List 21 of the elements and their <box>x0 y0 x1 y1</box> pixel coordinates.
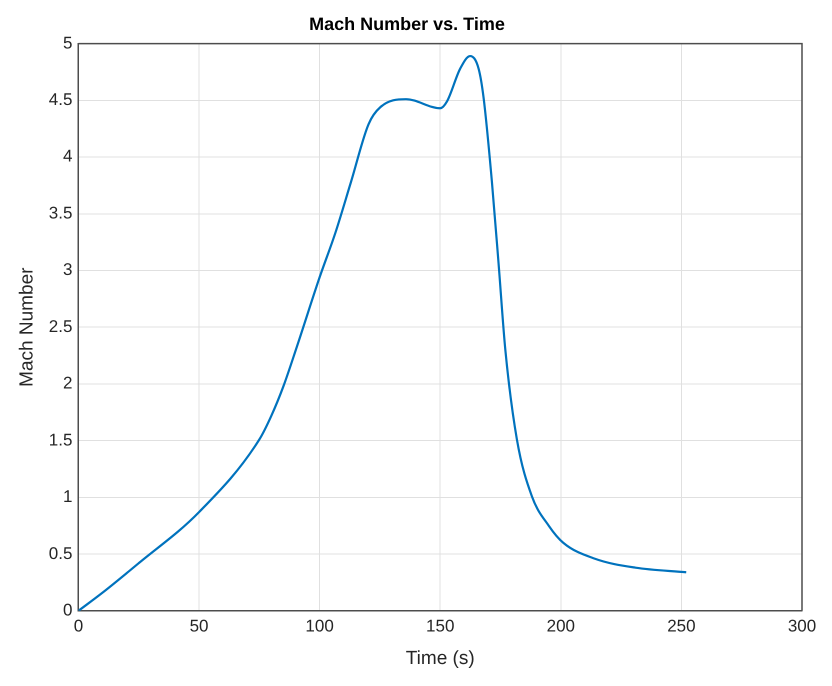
y-tick-label: 1 <box>62 487 72 506</box>
y-tick-label: 0.5 <box>48 544 72 563</box>
x-tick-label: 150 <box>426 616 454 636</box>
y-tick-label: 3 <box>62 260 72 280</box>
x-tick-label: 50 <box>190 616 208 636</box>
x-tick-label: 250 <box>667 616 696 636</box>
y-tick-label: 0 <box>62 600 72 620</box>
x-tick-label: 300 <box>788 616 816 636</box>
x-axis-title: Time (s) <box>406 648 475 669</box>
y-tick-label: 2.5 <box>48 316 72 336</box>
y-tick-label: 4.5 <box>48 90 72 110</box>
x-tick-label: 100 <box>305 616 334 636</box>
y-tick-label: 4 <box>62 146 72 166</box>
y-tick-label: 2 <box>62 374 72 393</box>
y-tick-label: 5 <box>62 33 72 52</box>
line-series <box>78 54 688 611</box>
y-tick-label: 1.5 <box>48 430 72 450</box>
chart-title: Mach Number vs. Time <box>309 14 505 34</box>
y-tick-label: 3.5 <box>48 203 72 222</box>
y-axis-title: Mach Number <box>16 266 38 387</box>
x-tick-label: 200 <box>546 616 575 636</box>
